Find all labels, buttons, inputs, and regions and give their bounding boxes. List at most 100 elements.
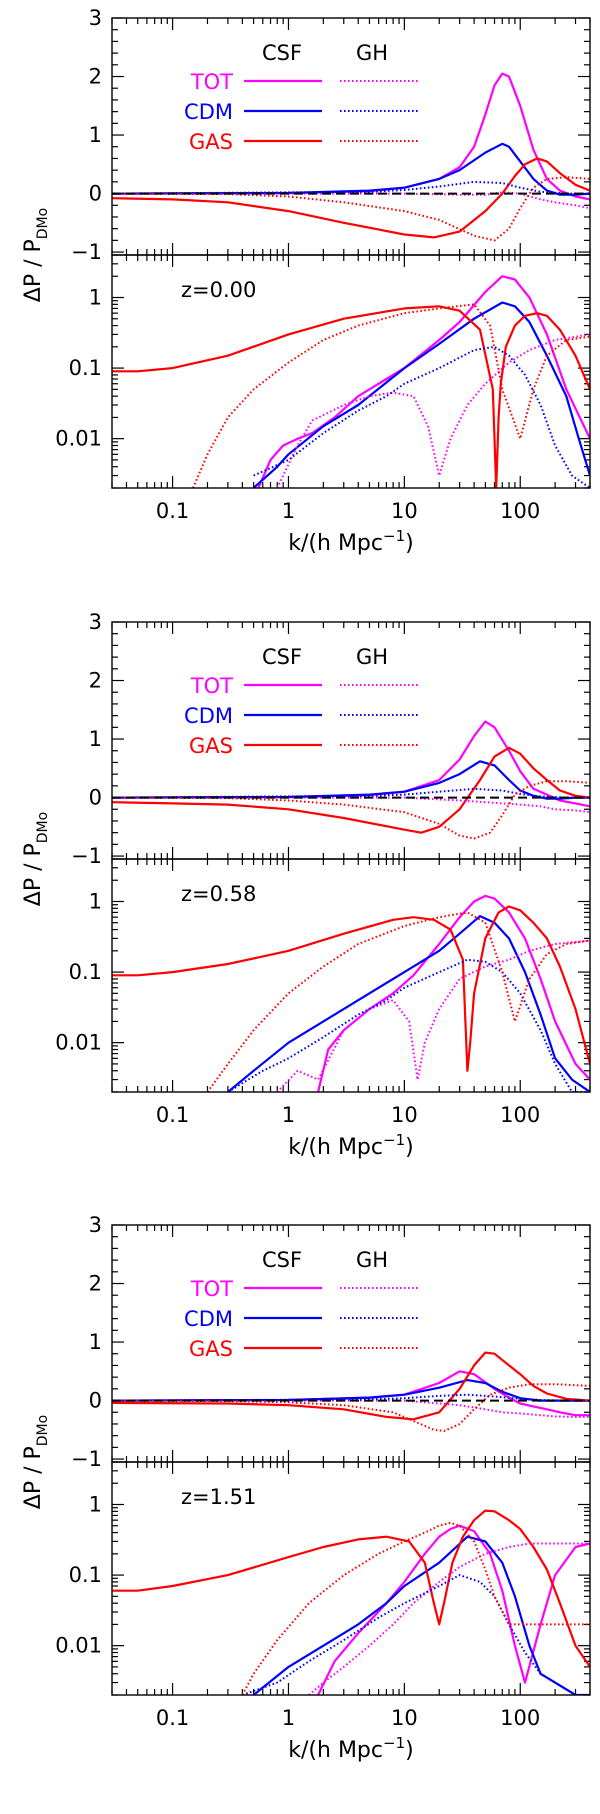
lower-gh-gas-line	[206, 911, 590, 1092]
lower-gh-tot-line	[308, 1542, 590, 1695]
upper-y-ticks: 3 2 1 0 −1	[71, 610, 590, 868]
lower-y-tick-label: 0.1	[69, 1563, 102, 1587]
upper-y-tick-label: 2	[89, 669, 102, 693]
x-tick-label: 1	[282, 499, 295, 523]
legend-label-cdm: CDM	[184, 704, 233, 728]
upper-y-tick-label: 1	[89, 123, 102, 147]
upper-csf-cdm-line	[112, 760, 590, 800]
x-tick-label: 0.1	[156, 1103, 189, 1127]
lower-series	[112, 275, 590, 488]
upper-y-tick-label: 0	[89, 1389, 102, 1413]
lower-y-tick-label: 0.01	[55, 1031, 102, 1055]
upper-gh-tot-line	[112, 191, 590, 210]
lower-csf-gas-line	[112, 905, 590, 1072]
upper-frame	[111, 621, 591, 860]
x-tick-label: 1	[282, 1103, 295, 1127]
lower-csf-tot-line	[317, 894, 590, 1092]
legend-label-gas: GAS	[189, 734, 233, 758]
legend-header-gh: GH	[356, 1248, 388, 1272]
y-axis-title: ΔP / PDMo	[21, 1415, 51, 1509]
x-ticks	[111, 18, 591, 488]
redshift-label: z=0.58	[181, 882, 256, 906]
upper-gh-cdm-line	[112, 787, 590, 799]
upper-y-tick-label: 3	[89, 610, 102, 634]
legend-label-cdm: CDM	[184, 1307, 233, 1331]
x-tick-labels: 0.1 1 10 100	[156, 499, 540, 523]
x-tick-label: 100	[500, 1103, 540, 1127]
upper-series	[112, 720, 590, 840]
upper-y-ticks: 3 2 1 0 −1	[71, 1213, 590, 1471]
upper-y-tick-label: 0	[89, 182, 102, 206]
lower-gh-cdm-line	[253, 345, 590, 488]
x-axis-title: k/(h Mpc−1)	[288, 1131, 413, 1160]
lower-frame	[111, 254, 591, 489]
x-ticks	[111, 1225, 591, 1695]
legend-header-csf: CSF	[262, 1248, 302, 1272]
upper-y-tick-label: 1	[89, 1330, 102, 1354]
upper-y-tick-label: 2	[89, 65, 102, 89]
legend-label-cdm: CDM	[184, 100, 233, 124]
legend: CSF GH TOT CDM GAS	[184, 41, 418, 154]
lower-csf-cdm-line	[252, 301, 590, 488]
lower-y-tick-label: 1	[89, 889, 102, 913]
x-tick-labels: 0.1 1 10 100	[156, 1706, 540, 1730]
upper-y-tick-label: 2	[89, 1272, 102, 1296]
lower-csf-tot-line	[317, 1524, 590, 1695]
legend-label-tot: TOT	[190, 70, 233, 94]
upper-csf-tot-line	[112, 1370, 590, 1417]
upper-y-tick-label: 3	[89, 6, 102, 30]
upper-gh-gas-line	[112, 1383, 590, 1432]
legend-header-gh: GH	[356, 645, 388, 669]
lower-gh-gas-line	[192, 303, 590, 488]
lower-y-tick-label: 1	[89, 285, 102, 309]
upper-gh-gas-line	[112, 176, 590, 242]
legend: CSF GH TOT CDM GAS	[184, 1248, 418, 1361]
y-axis-title: ΔP / PDMo	[21, 812, 51, 906]
x-tick-label: 1	[282, 1706, 295, 1730]
legend: CSF GH TOT CDM GAS	[184, 645, 418, 758]
lower-y-tick-label: 0.01	[55, 1634, 102, 1658]
legend-header-gh: GH	[356, 41, 388, 65]
x-tick-label: 10	[391, 1706, 418, 1730]
lower-series	[112, 1509, 590, 1695]
upper-y-tick-label: 3	[89, 1213, 102, 1237]
upper-frame	[111, 17, 591, 256]
upper-series	[112, 1351, 590, 1432]
upper-y-ticks: 3 2 1 0 −1	[71, 6, 590, 264]
lower-csf-gas-line	[112, 1509, 590, 1668]
lower-y-tick-label: 0.01	[55, 427, 102, 451]
upper-series	[112, 72, 590, 242]
upper-csf-tot-line	[112, 72, 590, 201]
y-axis-title: ΔP / PDMo	[21, 208, 51, 302]
lower-gh-cdm-line	[227, 958, 590, 1092]
lower-y-tick-label: 0.1	[69, 960, 102, 984]
upper-csf-cdm-line	[112, 1378, 590, 1402]
upper-csf-cdm-line	[112, 142, 590, 196]
legend-header-csf: CSF	[262, 645, 302, 669]
x-ticks	[111, 622, 591, 1092]
lower-y-tick-label: 0.1	[69, 356, 102, 380]
upper-gh-gas-line	[112, 780, 590, 840]
x-axis-title: k/(h Mpc−1)	[288, 527, 413, 556]
lower-gh-gas-line	[241, 1521, 590, 1695]
x-tick-label: 100	[500, 1706, 540, 1730]
x-axis-title: k/(h Mpc−1)	[288, 1734, 413, 1763]
legend-label-tot: TOT	[190, 674, 233, 698]
upper-frame	[111, 1224, 591, 1463]
x-tick-label: 100	[500, 499, 540, 523]
upper-y-tick-label: −1	[71, 844, 102, 868]
upper-csf-tot-line	[112, 720, 590, 808]
upper-y-tick-label: −1	[71, 1447, 102, 1471]
redshift-label: z=1.51	[181, 1485, 256, 1509]
lower-csf-tot-line	[257, 275, 590, 488]
x-tick-label: 0.1	[156, 1706, 189, 1730]
upper-gh-tot-line	[112, 796, 590, 814]
lower-csf-gas-line	[112, 305, 590, 488]
lower-frame	[111, 858, 591, 1093]
upper-y-tick-label: −1	[71, 240, 102, 264]
lower-gh-tot-line	[276, 333, 590, 488]
legend-label-tot: TOT	[190, 1277, 233, 1301]
